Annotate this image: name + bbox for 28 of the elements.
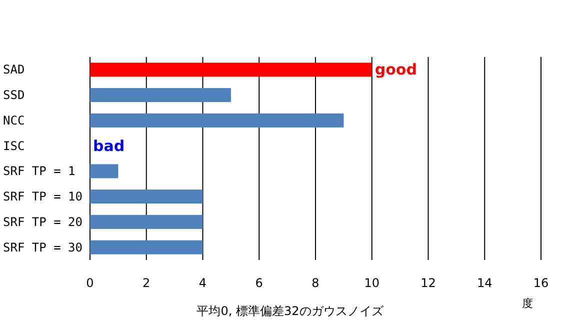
bar <box>90 240 203 254</box>
x-tick-label: 14 <box>476 276 492 290</box>
x-tick-label: 12 <box>420 276 436 290</box>
annotation: good <box>374 60 417 79</box>
y-tick-label: SRF TP = 10 <box>3 190 82 204</box>
bar <box>90 88 231 102</box>
x-tick-label: 10 <box>364 276 380 290</box>
x-tick-label: 4 <box>198 276 207 290</box>
bar <box>90 113 344 128</box>
bar <box>90 190 203 204</box>
text: 度 <box>522 297 533 310</box>
x-tick-label: 8 <box>312 276 320 290</box>
x-tick-label: 0 <box>86 276 94 290</box>
x-tick-label: 16 <box>533 276 549 290</box>
bar <box>90 214 203 229</box>
bar <box>90 164 118 178</box>
x-tick-label: 6 <box>255 276 263 290</box>
x-tick-label: 2 <box>142 276 150 290</box>
y-tick-label: ISC <box>3 138 25 153</box>
y-tick-label: SAD <box>3 62 25 77</box>
y-tick-label: NCC <box>3 113 25 128</box>
annotation: bad <box>93 136 125 155</box>
bar <box>90 62 372 77</box>
y-tick-label: SRF TP = 20 <box>3 214 82 229</box>
y-tick-label: SRF TP = 30 <box>3 240 82 254</box>
y-tick-label: SRF TP = 1 <box>3 164 76 178</box>
y-tick-label: SSD <box>3 88 25 102</box>
x-axis-title: 平均0, 標準偏差32のガウスノイズ <box>196 304 384 318</box>
